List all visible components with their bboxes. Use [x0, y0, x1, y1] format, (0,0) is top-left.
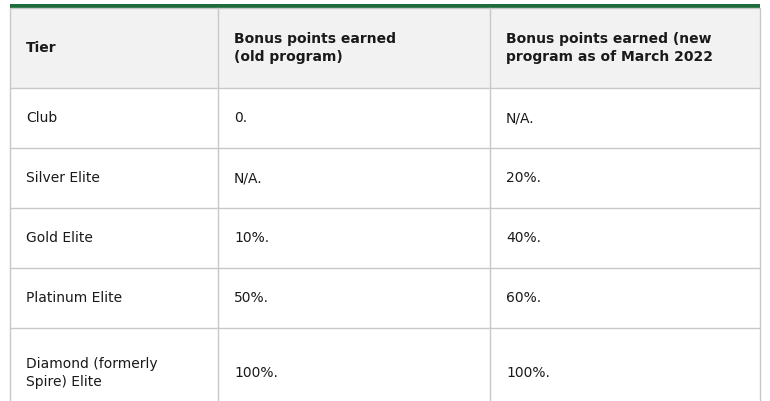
Bar: [10, 148, 760, 208]
Text: 20%.: 20%.: [506, 171, 541, 185]
Bar: [10, 88, 760, 148]
Text: Gold Elite: Gold Elite: [26, 231, 93, 245]
Bar: [10, 208, 760, 268]
Text: 50%.: 50%.: [234, 291, 269, 305]
Text: 100%.: 100%.: [234, 366, 278, 380]
Text: 100%.: 100%.: [506, 366, 550, 380]
Text: Bonus points earned
(old program): Bonus points earned (old program): [234, 32, 396, 64]
Bar: [10, 268, 760, 328]
Text: 60%.: 60%.: [506, 291, 541, 305]
Text: Diamond (formerly
Spire) Elite: Diamond (formerly Spire) Elite: [26, 357, 158, 389]
Bar: [10, 328, 760, 401]
Text: N/A.: N/A.: [506, 111, 534, 125]
Text: N/A.: N/A.: [234, 171, 263, 185]
Text: Platinum Elite: Platinum Elite: [26, 291, 122, 305]
Text: 10%.: 10%.: [234, 231, 270, 245]
Text: 0.: 0.: [234, 111, 247, 125]
Bar: [10, 8, 760, 88]
Text: 40%.: 40%.: [506, 231, 541, 245]
Text: Silver Elite: Silver Elite: [26, 171, 100, 185]
Text: Club: Club: [26, 111, 57, 125]
Text: Bonus points earned (new
program as of March 2022: Bonus points earned (new program as of M…: [506, 32, 713, 64]
Text: Tier: Tier: [26, 41, 57, 55]
Bar: [10, 4, 760, 8]
